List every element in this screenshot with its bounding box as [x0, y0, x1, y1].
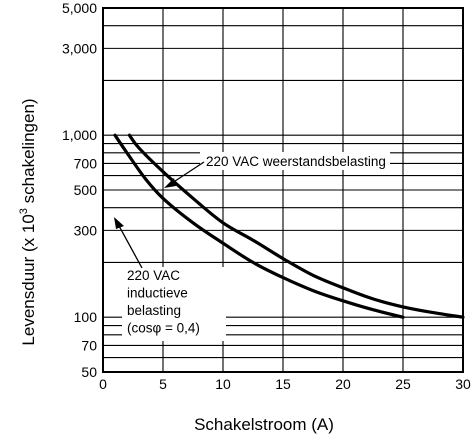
annotation-resistive: 220 VAC weerstandsbelasting — [206, 154, 386, 169]
annotation-inductive-line: (cosφ = 0,4) — [127, 321, 200, 336]
annotation-inductive-line: 220 VAC — [127, 268, 180, 283]
x-tick-label: 25 — [395, 376, 411, 392]
annotation-inductive-line: inductieve — [127, 286, 188, 301]
annotations: 220 VAC weerstandsbelasting 220 VAC induct… — [114, 152, 390, 341]
x-tick-label: 5 — [159, 376, 167, 392]
annotation-resistive-arrowhead — [164, 178, 176, 188]
annotation-resistive-leader — [168, 161, 205, 186]
x-tick-label: 10 — [215, 376, 231, 392]
y-tick-label: 5,000 — [62, 0, 97, 16]
x-tick-label: 30 — [455, 376, 471, 392]
annotation-resistive-bg — [200, 152, 390, 170]
x-tick-label: 15 — [275, 376, 291, 392]
y-tick-label: 50 — [81, 364, 97, 380]
annotation-inductive-leader — [117, 223, 143, 269]
annotation-inductive-line: belasting — [127, 303, 181, 318]
y-tick-label: 3,000 — [62, 40, 97, 56]
series-line-resistive — [127, 133, 465, 319]
y-axis-title-tail: schakelingen) — [19, 98, 38, 208]
y-axis-title: Levensduur (x 103 schakelingen) — [18, 98, 38, 345]
y-tick-label: 70 — [81, 337, 97, 353]
y-tick-label: 700 — [74, 155, 98, 171]
x-tick-label: 0 — [99, 376, 107, 392]
x-tick-label: 20 — [335, 376, 351, 392]
series-lines — [113, 133, 465, 319]
tick-labels: 0 5 10 15 20 25 30 50 70 100 300 500 700 1,000 3,000 5,… — [62, 0, 471, 392]
y-axis-title-exp: 3 — [18, 208, 30, 214]
y-tick-label: 1,000 — [62, 127, 97, 143]
y-axis-title-main: Levensduur (x 10 — [19, 214, 38, 345]
series-line-inductive — [113, 133, 405, 319]
annotation-inductive-bg — [122, 267, 226, 341]
x-axis-title: Schakelstroom (A) — [194, 415, 334, 434]
y-tick-label: 100 — [74, 309, 98, 325]
y-tick-label: 300 — [74, 222, 98, 238]
plot-frame — [102, 7, 464, 373]
y-tick-label: 500 — [74, 182, 98, 198]
annotation-inductive-arrowhead — [114, 217, 124, 229]
